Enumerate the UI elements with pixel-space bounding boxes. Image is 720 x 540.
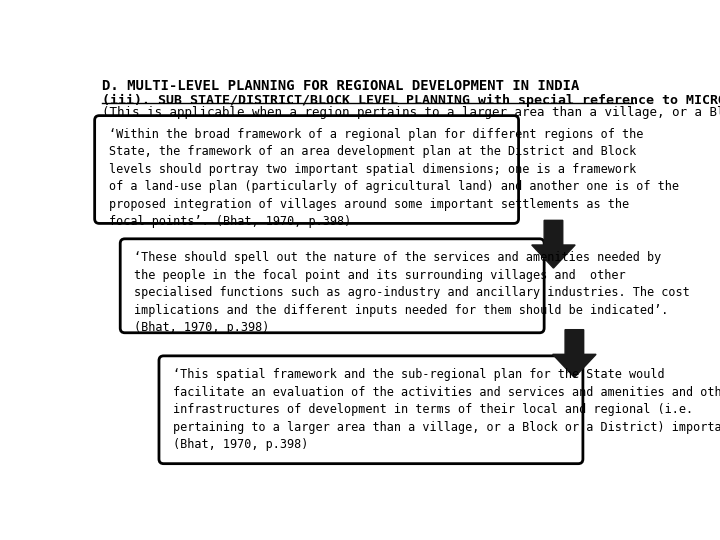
Text: (iii). SUB STATE/DISTRICT/BLOCK LEVEL PLANNING with special reference to MICRO R: (iii). SUB STATE/DISTRICT/BLOCK LEVEL PL… bbox=[102, 94, 720, 107]
FancyBboxPatch shape bbox=[94, 116, 518, 224]
FancyBboxPatch shape bbox=[120, 239, 544, 333]
Text: D. MULTI-LEVEL PLANNING FOR REGIONAL DEVELOPMENT IN INDIA: D. MULTI-LEVEL PLANNING FOR REGIONAL DEV… bbox=[102, 79, 579, 93]
Text: ‘These should spell out the nature of the services and amenities needed by
the p: ‘These should spell out the nature of th… bbox=[134, 251, 690, 334]
Polygon shape bbox=[532, 220, 575, 268]
Text: (This is applicable when a region pertains to a larger area than a village, or a: (This is applicable when a region pertai… bbox=[102, 106, 720, 119]
Text: ‘Within the broad framework of a regional plan for different regions of the
Stat: ‘Within the broad framework of a regiona… bbox=[109, 128, 679, 228]
Polygon shape bbox=[553, 330, 596, 377]
FancyBboxPatch shape bbox=[159, 356, 583, 464]
Text: ‘This spatial framework and the sub-regional plan for the State would
facilitate: ‘This spatial framework and the sub-regi… bbox=[173, 368, 720, 451]
